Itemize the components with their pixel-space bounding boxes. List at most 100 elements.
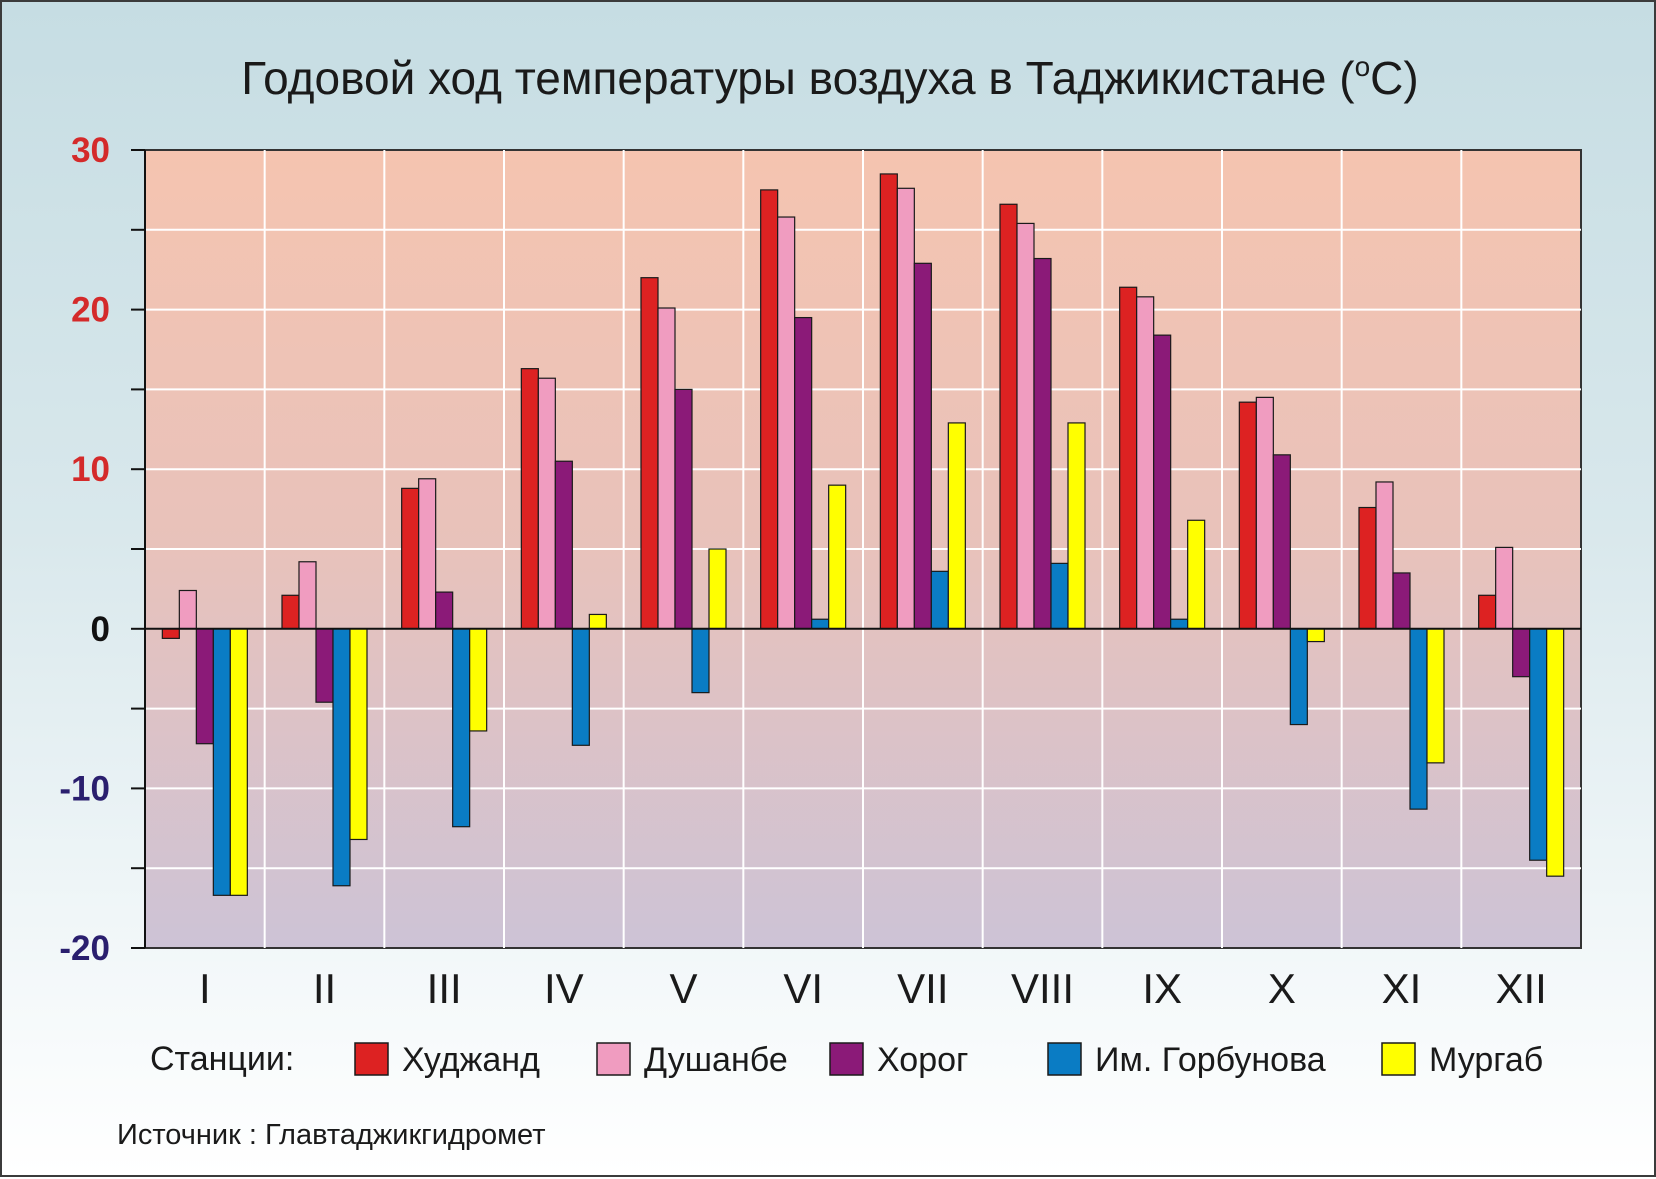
- bar-VII-series-4: [930, 570, 949, 630]
- bar-VII-series-1: [879, 173, 898, 630]
- x-tick-label: V: [669, 965, 697, 1012]
- x-tick-label: II: [313, 965, 336, 1012]
- bar-VIII-series-2: [1016, 222, 1035, 630]
- bar-XII-series-2: [1495, 546, 1514, 630]
- legend-swatch: [829, 1042, 864, 1076]
- bar-III-series-5: [469, 628, 488, 732]
- bar-V-series-4: [691, 628, 710, 694]
- bar-X-series-1: [1238, 401, 1257, 630]
- legend-item-5: Мургаб: [1381, 1041, 1543, 1079]
- bar-X-series-2: [1255, 396, 1274, 630]
- x-tick-label: XII: [1495, 965, 1546, 1012]
- bar-V-series-3: [674, 388, 693, 630]
- bar-III-series-1: [401, 487, 420, 630]
- chart-title: Годовой ход температуры воздуха в Таджик…: [241, 51, 1418, 104]
- bar-XI-series-4: [1409, 628, 1428, 810]
- legend: Худжанд Душанбе Хорог Им. Горбунова Мургаб: [354, 1041, 1543, 1079]
- bar-II-series-5: [349, 628, 368, 841]
- bar-XII-series-5: [1546, 628, 1565, 877]
- bar-I-series-3: [195, 628, 214, 745]
- bar-IV-series-1: [520, 368, 539, 630]
- bar-XI-series-1: [1358, 506, 1377, 630]
- x-tick-label: VIII: [1011, 965, 1074, 1012]
- bars: [161, 173, 1565, 896]
- bar-VI-series-1: [760, 189, 779, 630]
- bar-I-series-2: [178, 589, 197, 630]
- bar-I-series-5: [229, 628, 248, 896]
- x-tick-label: III: [427, 965, 462, 1012]
- bar-II-series-1: [281, 594, 300, 630]
- chart-title-main: Годовой ход температуры воздуха в Таджик…: [241, 52, 1355, 104]
- bar-VI-series-4: [811, 618, 830, 630]
- bar-VII-series-5: [947, 422, 966, 630]
- legend-swatch: [1381, 1042, 1416, 1076]
- y-tick-labels: 30 20 10 0 -10 -20: [59, 131, 110, 968]
- legend-label: Мургаб: [1429, 1041, 1543, 1079]
- legend-label: Худжанд: [402, 1041, 540, 1079]
- legend-item-3: Хорог: [829, 1041, 968, 1079]
- bar-XII-series-3: [1512, 628, 1531, 678]
- legend-swatch: [1047, 1042, 1082, 1076]
- x-tick-label: I: [199, 965, 211, 1012]
- y-tick-label: -20: [59, 929, 110, 968]
- bar-V-series-2: [657, 307, 676, 630]
- bar-X-series-4: [1289, 628, 1308, 726]
- bar-XII-series-1: [1478, 594, 1497, 630]
- x-tick-label: IV: [544, 965, 584, 1012]
- bar-VI-series-2: [777, 216, 796, 630]
- bar-III-series-3: [435, 591, 454, 630]
- x-tick-label: VI: [783, 965, 823, 1012]
- bar-VIII-series-5: [1067, 422, 1086, 630]
- bar-IV-series-4: [571, 628, 590, 746]
- legend-label: Им. Горбунова: [1095, 1041, 1326, 1079]
- bar-XII-series-4: [1529, 628, 1548, 861]
- bar-VI-series-5: [828, 484, 847, 630]
- legend-item-1: Худжанд: [354, 1041, 540, 1079]
- bar-XI-series-5: [1426, 628, 1445, 764]
- bar-IX-series-5: [1187, 519, 1206, 630]
- bar-V-series-1: [640, 277, 659, 630]
- bar-IV-series-5: [588, 613, 607, 630]
- bar-X-series-5: [1306, 628, 1325, 643]
- chart-title-unit-sup: o: [1355, 51, 1371, 82]
- axes: [131, 149, 1581, 949]
- bar-IX-series-1: [1119, 286, 1138, 630]
- legend-swatch: [596, 1042, 631, 1076]
- y-tick-label: 0: [91, 610, 110, 649]
- bar-IV-series-3: [554, 460, 573, 630]
- x-tick-label: IX: [1142, 965, 1182, 1012]
- bar-VIII-series-3: [1033, 257, 1052, 630]
- legend-item-4: Им. Горбунова: [1047, 1041, 1326, 1079]
- bar-VIII-series-4: [1050, 562, 1069, 630]
- legend-label: Душанбе: [644, 1041, 788, 1079]
- bar-II-series-2: [298, 561, 317, 630]
- x-tick-label: VII: [897, 965, 948, 1012]
- y-tick-label: 30: [71, 131, 110, 170]
- grid-lines: [145, 150, 1581, 948]
- bar-VII-series-3: [913, 262, 932, 630]
- bar-IX-series-3: [1153, 334, 1172, 630]
- x-tick-label: X: [1268, 965, 1296, 1012]
- legend-title: Станции:: [150, 1040, 294, 1078]
- x-tick-label: XI: [1382, 965, 1422, 1012]
- bar-X-series-3: [1272, 454, 1291, 630]
- bar-IX-series-2: [1136, 296, 1155, 630]
- bar-IV-series-2: [537, 377, 556, 630]
- bar-II-series-4: [332, 628, 351, 887]
- legend-label: Хорог: [877, 1041, 968, 1079]
- bar-II-series-3: [315, 628, 334, 703]
- bar-VI-series-3: [794, 316, 813, 630]
- y-tick-label: 20: [71, 291, 110, 330]
- bar-IX-series-4: [1170, 618, 1189, 630]
- bar-XI-series-3: [1392, 572, 1411, 630]
- bar-VII-series-2: [896, 187, 915, 630]
- x-tick-labels: I II III IV V VI VII VIII IX X XI XII: [199, 965, 1547, 1012]
- bar-I-series-4: [212, 628, 231, 896]
- y-tick-label: -10: [59, 769, 110, 808]
- bar-I-series-1: [161, 628, 180, 639]
- bar-VIII-series-1: [999, 203, 1018, 630]
- legend-swatch: [354, 1042, 389, 1076]
- bar-III-series-4: [452, 628, 471, 828]
